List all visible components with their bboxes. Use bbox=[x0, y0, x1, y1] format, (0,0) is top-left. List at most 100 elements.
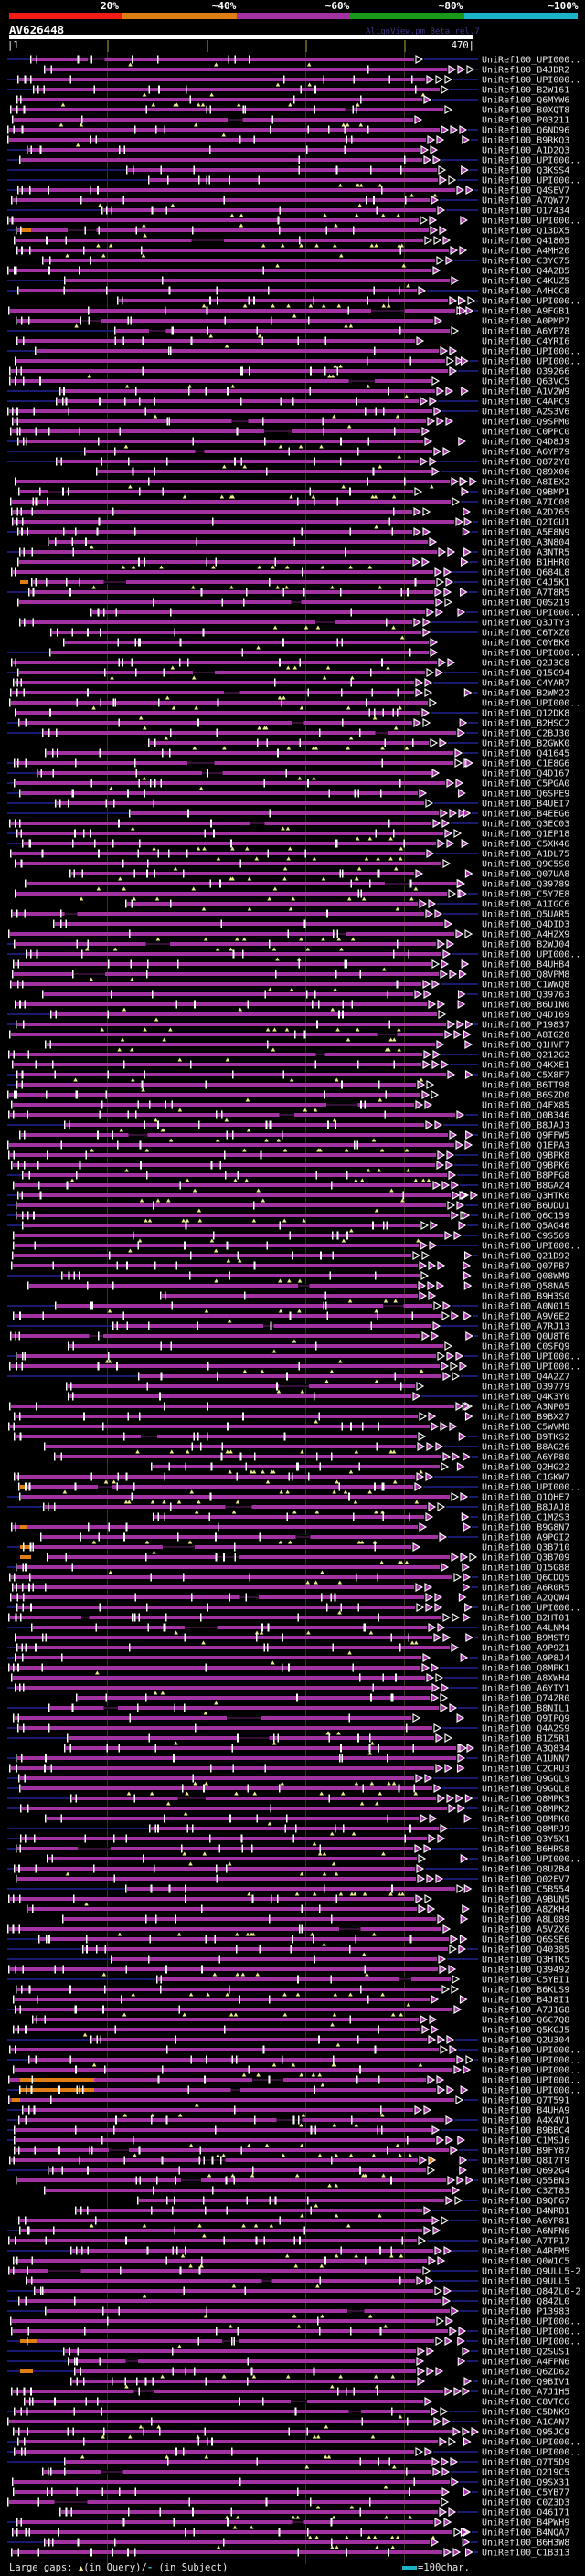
hit-label[interactable]: UniRef100_Q74ZR0 bbox=[482, 1694, 569, 1704]
hit-label[interactable]: UniRef100_B2HSC2 bbox=[482, 719, 569, 729]
hit-bar[interactable] bbox=[66, 1123, 424, 1127]
hit-bar[interactable] bbox=[12, 1334, 420, 1338]
hit-bar[interactable] bbox=[17, 2178, 446, 2182]
hit-label[interactable]: UniRef100_Q9BMP1 bbox=[482, 488, 569, 498]
hit-bar[interactable] bbox=[17, 1203, 446, 1207]
hit-label[interactable]: UniRef100_Q9C5S0 bbox=[482, 860, 569, 870]
hit-bar[interactable] bbox=[15, 2430, 452, 2433]
hit-bar[interactable] bbox=[11, 701, 428, 705]
hit-label[interactable]: UniRef100_B4NQA7 bbox=[482, 2528, 569, 2539]
hit-label[interactable]: UniRef100_Q2U304 bbox=[482, 2036, 569, 2046]
hit-bar[interactable] bbox=[57, 801, 424, 805]
hit-label[interactable]: UniRef100_C4YAR7 bbox=[482, 679, 569, 689]
hit-label[interactable]: UniRef100_UPI000.. bbox=[482, 297, 580, 307]
hit-label[interactable]: UniRef100_UPI000.. bbox=[482, 176, 580, 186]
hit-bar[interactable] bbox=[20, 2118, 444, 2122]
hit-label[interactable]: UniRef100_Q8MPK3 bbox=[482, 1795, 569, 1805]
hit-label[interactable]: UniRef100_A2QQW4 bbox=[482, 1594, 569, 1604]
hit-bar[interactable] bbox=[32, 58, 414, 61]
hit-bar[interactable] bbox=[17, 1354, 436, 1358]
hit-label[interactable]: UniRef100_B1Z5R1 bbox=[482, 1734, 569, 1744]
hit-label[interactable]: UniRef100_A7J1H5 bbox=[482, 2388, 569, 2398]
hit-bar[interactable] bbox=[16, 1636, 432, 1639]
hit-label[interactable]: UniRef100_A2D765 bbox=[482, 508, 569, 518]
hit-bar[interactable] bbox=[20, 1776, 414, 1780]
hit-bar[interactable] bbox=[21, 2088, 436, 2092]
hit-label[interactable]: UniRef100_B9QFG7 bbox=[482, 2197, 569, 2207]
hit-bar[interactable] bbox=[119, 299, 448, 302]
hit-label[interactable]: UniRef100_B9TKS2 bbox=[482, 1433, 569, 1443]
hit-bar[interactable] bbox=[18, 1083, 416, 1087]
hit-label[interactable]: UniRef100_A1V2W9 bbox=[482, 387, 569, 398]
hit-bar[interactable] bbox=[16, 2450, 414, 2454]
hit-bar[interactable] bbox=[68, 1384, 415, 1388]
hit-label[interactable]: UniRef100_A5VZX6 bbox=[482, 1925, 569, 1935]
hit-bar[interactable] bbox=[10, 1053, 422, 1056]
hit-label[interactable]: UniRef100_C5DNK9 bbox=[482, 2408, 569, 2418]
hit-label[interactable]: UniRef100_O17434 bbox=[482, 207, 569, 217]
hit-bar[interactable] bbox=[103, 208, 436, 212]
hit-label[interactable]: UniRef100_B0XQT8 bbox=[482, 106, 569, 116]
hit-bar[interactable] bbox=[92, 2038, 427, 2041]
hit-bar[interactable] bbox=[13, 1103, 414, 1107]
hit-label[interactable]: UniRef100_B2HT01 bbox=[482, 1614, 569, 1624]
hit-bar[interactable] bbox=[15, 2259, 427, 2263]
hit-label[interactable]: UniRef100_Q4K3Y0 bbox=[482, 1393, 569, 1403]
hit-bar[interactable] bbox=[9, 1093, 420, 1097]
hit-bar[interactable] bbox=[150, 178, 438, 182]
hit-bar[interactable] bbox=[19, 530, 412, 534]
hit-bar[interactable] bbox=[21, 158, 422, 162]
hit-bar[interactable] bbox=[28, 1907, 417, 1911]
hit-bar[interactable] bbox=[63, 1274, 420, 1277]
hit-bar[interactable] bbox=[12, 500, 451, 504]
hit-label[interactable]: UniRef100_Q3HTK6 bbox=[482, 1192, 569, 1202]
hit-label[interactable]: UniRef100_Q8VPM8 bbox=[482, 970, 569, 981]
hit-bar[interactable] bbox=[13, 1264, 418, 1267]
hit-label[interactable]: UniRef100_Q8UZB4 bbox=[482, 1865, 569, 1875]
hit-bar[interactable] bbox=[16, 761, 453, 765]
hit-label[interactable]: UniRef100_C5X8F7 bbox=[482, 1071, 569, 1081]
hit-bar[interactable] bbox=[11, 1033, 443, 1036]
hit-label[interactable]: UniRef100_Q9GQL8 bbox=[482, 1785, 569, 1795]
hit-bar[interactable] bbox=[48, 1555, 450, 1559]
hit-label[interactable]: UniRef100_Q6C159 bbox=[482, 1212, 569, 1222]
hit-bar[interactable] bbox=[46, 2540, 430, 2544]
hit-label[interactable]: UniRef100_P03211 bbox=[482, 116, 569, 126]
hit-bar[interactable] bbox=[47, 2309, 450, 2313]
hit-bar[interactable] bbox=[66, 279, 450, 282]
hit-label[interactable]: UniRef100_UPI000.. bbox=[482, 156, 580, 166]
hit-bar[interactable] bbox=[66, 1746, 456, 1750]
hit-label[interactable]: UniRef100_A3NTR5 bbox=[482, 548, 569, 558]
hit-label[interactable]: UniRef100_Q6SPE9 bbox=[482, 790, 569, 800]
hit-bar[interactable] bbox=[15, 1244, 419, 1247]
hit-bar[interactable] bbox=[56, 1455, 441, 1458]
hit-bar[interactable] bbox=[26, 2400, 423, 2403]
hit-label[interactable]: UniRef100_A9P8J4 bbox=[482, 1654, 569, 1664]
hit-bar[interactable] bbox=[17, 228, 429, 232]
hit-label[interactable]: UniRef100_UPI000.. bbox=[482, 2046, 580, 2056]
hit-label[interactable]: UniRef100_Q9ULL5 bbox=[482, 2277, 569, 2287]
hit-label[interactable]: UniRef100_UPI000.. bbox=[482, 347, 580, 357]
hit-bar[interactable] bbox=[127, 902, 418, 906]
hit-bar[interactable] bbox=[11, 2048, 439, 2051]
hit-bar[interactable] bbox=[52, 631, 421, 634]
hit-bar[interactable] bbox=[61, 2510, 438, 2514]
hit-bar[interactable] bbox=[9, 2420, 432, 2423]
hit-bar[interactable] bbox=[17, 1565, 440, 1569]
hit-bar[interactable] bbox=[10, 2078, 426, 2082]
hit-bar[interactable] bbox=[71, 872, 414, 875]
hit-bar[interactable] bbox=[47, 751, 453, 755]
hit-label[interactable]: UniRef100_B4PWH9 bbox=[482, 2518, 569, 2528]
hit-bar[interactable] bbox=[10, 932, 454, 936]
hit-label[interactable]: UniRef100_A9PGI2 bbox=[482, 1533, 569, 1543]
hit-bar[interactable] bbox=[37, 349, 439, 353]
hit-label[interactable]: UniRef100_A4LNM4 bbox=[482, 1624, 569, 1634]
hit-label[interactable]: UniRef100_UPI000.. bbox=[482, 2317, 580, 2327]
hit-label[interactable]: UniRef100_Q212G2 bbox=[482, 1051, 569, 1061]
hit-bar[interactable] bbox=[17, 1023, 446, 1026]
hit-label[interactable]: UniRef100_Q84ZL0-2 bbox=[482, 2287, 580, 2297]
hit-label[interactable]: UniRef100_Q4A2Z7 bbox=[482, 1373, 569, 1383]
hit-label[interactable]: UniRef100_C6TXZ0 bbox=[482, 629, 569, 639]
hit-label[interactable]: UniRef100_P19837 bbox=[482, 1021, 569, 1031]
hit-bar[interactable] bbox=[10, 1967, 438, 1971]
